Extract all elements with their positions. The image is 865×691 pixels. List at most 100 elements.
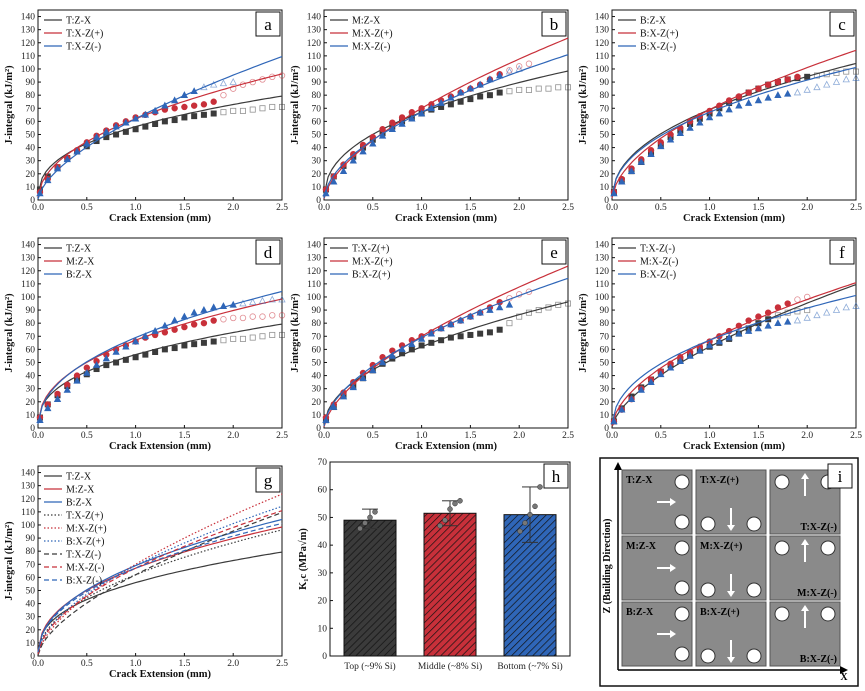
y-tick-label: 120	[21, 39, 36, 49]
data-point	[784, 76, 791, 83]
y-tick-label: 60	[318, 486, 328, 496]
data-point	[339, 167, 348, 174]
data-point	[359, 374, 367, 382]
data-point	[113, 359, 120, 366]
x-axis-label: Crack Extension (mm)	[109, 213, 212, 224]
x-tick-label: 2.0	[513, 431, 525, 441]
data-point	[525, 60, 533, 67]
pin-hole	[774, 606, 790, 622]
data-point	[181, 114, 188, 121]
data-point	[725, 333, 733, 341]
x-tick-label: 2.5	[276, 431, 288, 441]
x-axis-label: Crack Extension (mm)	[683, 441, 786, 452]
data-point	[803, 85, 811, 93]
legend-entry: B:Z-X	[66, 270, 93, 281]
pin-hole	[774, 540, 790, 556]
x-tick-label: 1.0	[704, 431, 716, 441]
data-point	[784, 317, 792, 325]
x-tick-label: Middle (~8% Si)	[418, 661, 482, 672]
data-point	[152, 348, 159, 355]
data-point	[210, 303, 218, 311]
legend-entry: T:Z-X	[66, 16, 92, 27]
data-point	[191, 341, 198, 348]
y-tick-label: 20	[26, 626, 36, 636]
data-point	[610, 417, 618, 425]
y-tick-label: 30	[26, 385, 36, 395]
y-tick-label: 140	[595, 13, 610, 23]
data-point	[545, 85, 552, 92]
y-tick-label: 70	[312, 332, 322, 342]
pin-hole	[820, 606, 836, 622]
specimen-label: M:Z-X	[626, 541, 657, 552]
x-tick-label: 2.0	[227, 431, 239, 441]
data-point	[447, 101, 454, 108]
data-point	[102, 127, 110, 135]
x-tick-label: 2.0	[227, 203, 239, 213]
data-point	[438, 337, 445, 344]
y-axis-label: J-integral (kJ/m²)	[4, 65, 15, 145]
x-axis-label: Crack Extension (mm)	[109, 669, 212, 680]
y-tick-label: 80	[26, 547, 36, 557]
data-point	[113, 131, 120, 138]
x-tick-label: 2.5	[850, 203, 862, 213]
x-tick-label: Top (~9% Si)	[344, 661, 395, 672]
data-point	[447, 93, 455, 101]
data-point	[627, 395, 636, 402]
y-tick-label: 40	[312, 372, 322, 382]
data-point	[258, 296, 267, 304]
y-tick-label: 100	[595, 293, 610, 303]
y-tick-label: 110	[21, 280, 35, 290]
pin-hole	[700, 648, 716, 664]
y-tick-label: 130	[595, 254, 610, 264]
data-point	[362, 520, 368, 526]
data-point	[794, 73, 801, 81]
data-point	[486, 306, 494, 313]
data-point	[657, 370, 665, 378]
data-point	[744, 98, 753, 106]
y-tick-label: 120	[21, 267, 36, 277]
plot-frame	[611, 9, 857, 201]
data-point	[239, 335, 246, 342]
data-point	[456, 316, 465, 324]
x-tick-label: 0.0	[32, 203, 44, 213]
data-point	[171, 105, 178, 112]
y-tick-label: 110	[307, 52, 321, 62]
data-point	[437, 98, 445, 106]
data-point	[181, 103, 188, 111]
y-tick-label: 40	[600, 144, 610, 154]
data-point	[457, 333, 464, 340]
data-point	[486, 329, 493, 336]
x-tick-label: 1.0	[130, 659, 142, 669]
legend-entry: B:X-Z(-)	[66, 576, 102, 587]
data-point	[657, 142, 665, 150]
data-point	[696, 346, 704, 354]
data-point	[774, 91, 782, 98]
x-tick-label: 0.5	[81, 431, 93, 441]
panel-label-box	[541, 239, 567, 265]
data-point	[339, 392, 348, 400]
data-point	[735, 101, 743, 109]
data-point	[506, 320, 513, 327]
y-tick-label: 10	[26, 411, 36, 421]
data-point	[784, 89, 792, 97]
data-point	[476, 308, 484, 316]
data-point	[725, 105, 733, 113]
data-point	[83, 139, 91, 147]
fit-line	[37, 73, 283, 198]
y-tick-label: 140	[307, 13, 322, 23]
fit-line	[611, 49, 857, 199]
data-point	[181, 342, 188, 349]
data-point	[408, 340, 416, 347]
data-point	[408, 109, 416, 116]
data-point	[92, 361, 101, 368]
data-point	[191, 113, 198, 120]
legend-entry: B:X-Z(+)	[66, 537, 104, 548]
y-tick-label: 10	[312, 411, 322, 421]
data-point	[369, 366, 377, 374]
data-point	[322, 189, 330, 197]
data-point	[249, 313, 256, 320]
y-tick-label: 30	[26, 613, 36, 623]
panel-label: h	[552, 467, 561, 486]
panel-label-box	[543, 463, 569, 489]
data-point	[92, 133, 101, 140]
